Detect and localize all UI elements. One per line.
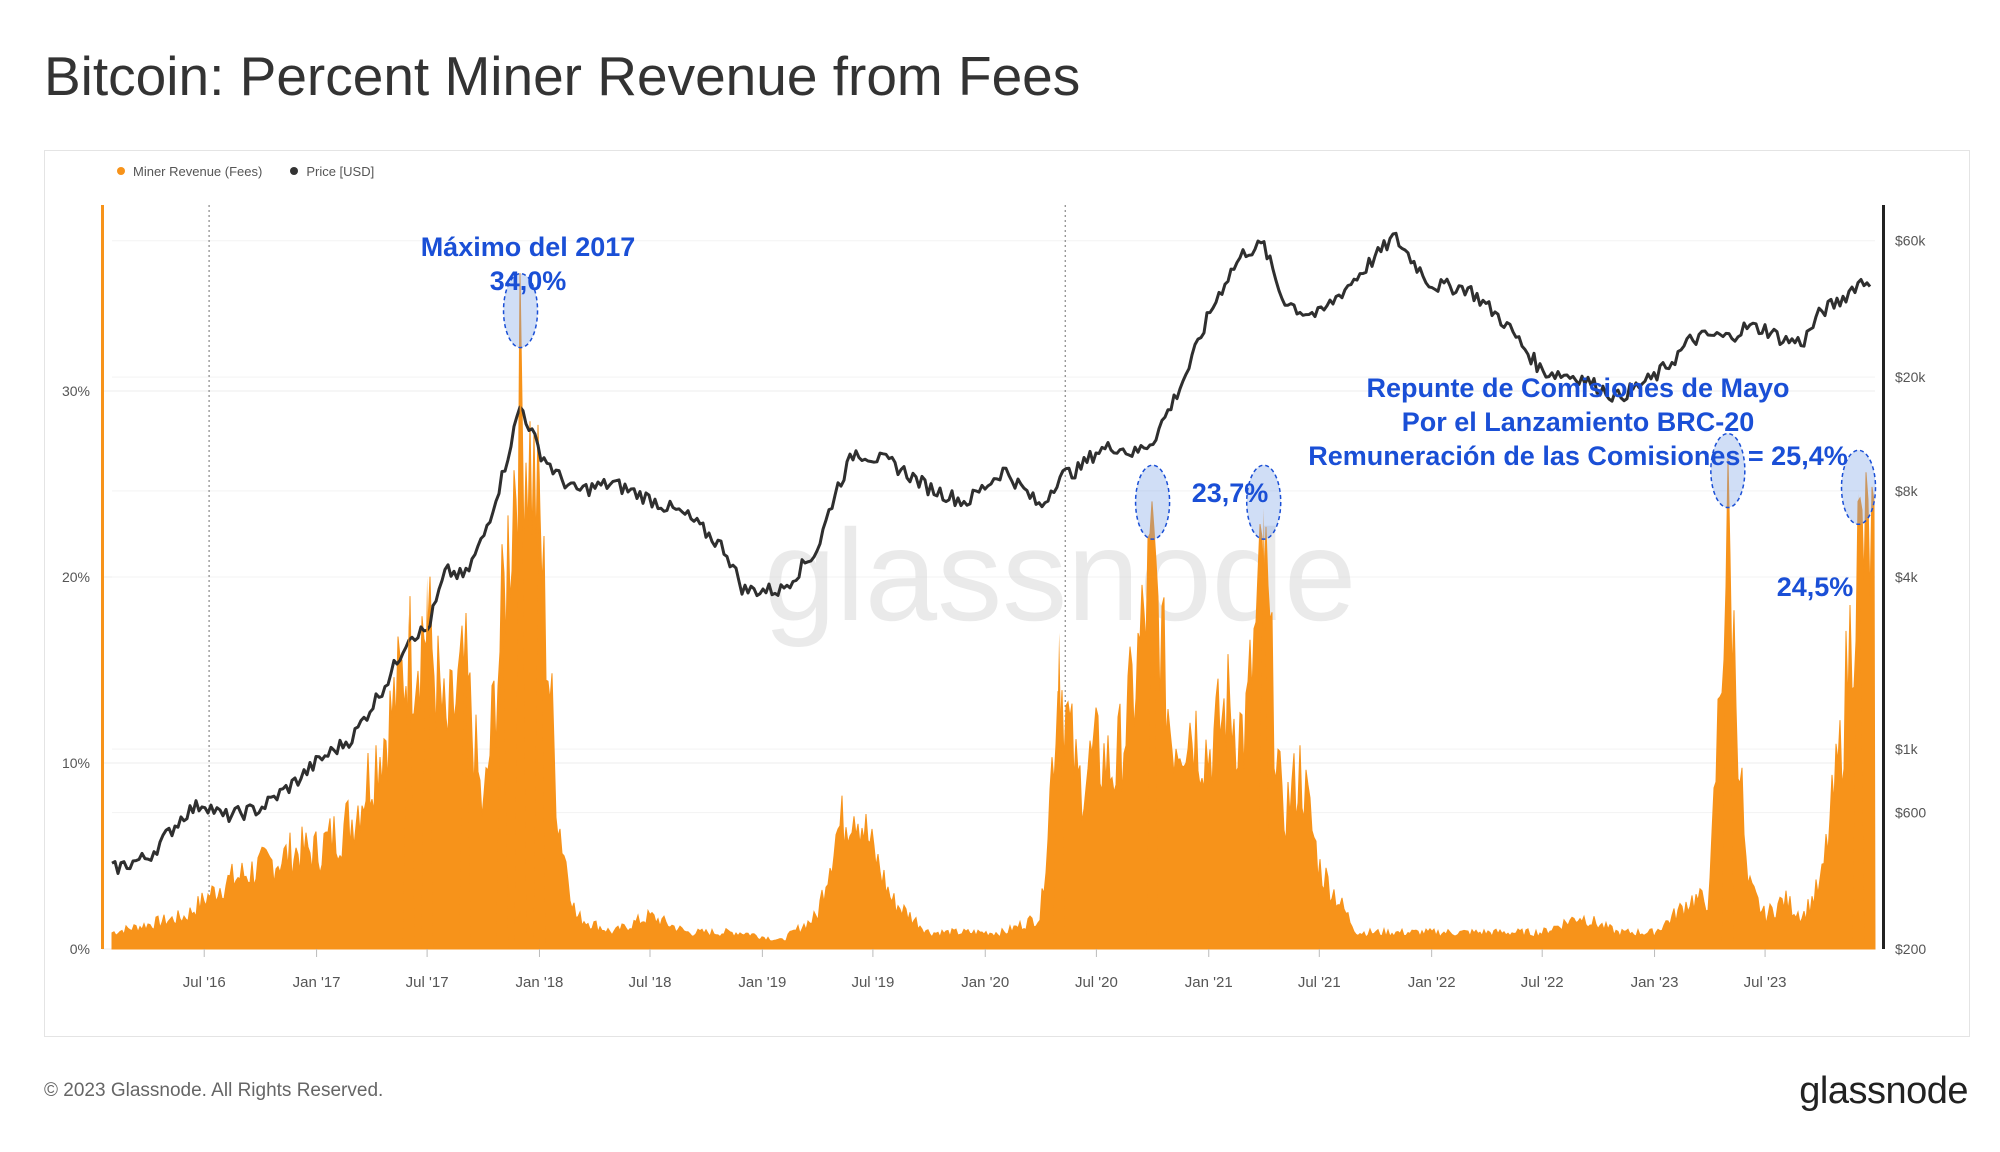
y-right-tick-label: $200	[1895, 941, 1926, 957]
x-tick-label: Jan '20	[961, 974, 1009, 991]
fee-spike	[1257, 508, 1270, 949]
glassnode-logo: glassnode	[1799, 1070, 1968, 1112]
y-right-tick-label: $60k	[1895, 233, 1926, 249]
x-tick-label: Jan '17	[293, 974, 341, 991]
fee-spike	[496, 577, 509, 949]
annotation-2021: 23,7%	[1192, 478, 1269, 508]
y-right-tick-label: $20k	[1895, 369, 1926, 385]
x-tick-label: Jul '17	[406, 974, 449, 991]
peak-highlight-ellipse	[1710, 432, 1746, 509]
fees-area-series	[111, 273, 1876, 950]
x-tick-label: Jan '21	[1185, 974, 1233, 991]
right-axis-line	[1882, 205, 1885, 949]
legend: Miner Revenue (Fees) Price [USD]	[117, 151, 374, 191]
annotation-2017-line2: 34,0%	[490, 266, 567, 296]
y-left-tick-label: 0%	[70, 941, 90, 957]
legend-dot-price	[290, 167, 299, 175]
fee-spike	[1852, 493, 1865, 949]
peak-highlight-ellipse	[1134, 464, 1171, 540]
annotation-brc20-line2: Por el Lanzamiento BRC-20	[1402, 407, 1755, 437]
legend-item-price[interactable]: Price [USD]	[290, 164, 374, 179]
y-right-tick-label: $600	[1895, 805, 1926, 821]
y-left-axis-ticks: 0% 10% 20% 30%	[62, 383, 90, 957]
price-line-series	[111, 231, 1872, 875]
x-tick-label: Jan '18	[516, 974, 564, 991]
legend-label-price: Price [USD]	[306, 163, 375, 179]
x-tick-label: Jul '22	[1521, 974, 1564, 991]
x-tick-label: Jul '16	[183, 974, 226, 991]
y-right-tick-label: $1k	[1895, 741, 1919, 757]
y-left-tick-label: 10%	[62, 755, 90, 771]
x-tick-label: Jan '23	[1631, 974, 1679, 991]
chart-title: Bitcoin: Percent Miner Revenue from Fees	[44, 45, 1081, 107]
y-right-axis-ticks: $200 $600 $1k $4k $8k $20k $60k	[1895, 233, 1926, 957]
x-tick-label: Jan '19	[738, 974, 786, 991]
peak-highlight-ellipse	[502, 272, 539, 349]
fee-spike	[514, 316, 527, 950]
x-tick-label: Jul '21	[1298, 974, 1341, 991]
x-tick-label: Jul '20	[1075, 974, 1118, 991]
peak-highlights	[402, 272, 1877, 950]
copyright-footer: © 2023 Glassnode. All Rights Reserved.	[44, 1080, 384, 1101]
left-axis-accent	[101, 205, 104, 949]
x-tick-label: Jul '18	[629, 974, 672, 991]
fee-spike	[458, 632, 471, 949]
x-tick-label: Jan '22	[1408, 974, 1456, 991]
y-right-tick-label: $8k	[1895, 483, 1919, 499]
y-right-tick-label: $4k	[1895, 569, 1919, 585]
peak-highlight-ellipse	[1245, 464, 1282, 540]
fee-spike	[402, 614, 415, 949]
x-axis-ticks: Jul '16 Jan '17 Jul '17 Jan '18 Jul '18 Jan '…	[183, 949, 1787, 991]
y-left-tick-label: 30%	[62, 383, 90, 399]
peak-highlight-ellipse	[1840, 449, 1877, 526]
fee-spike	[1053, 632, 1066, 949]
legend-item-fees[interactable]: Miner Revenue (Fees)	[117, 164, 262, 179]
fee-spike	[1146, 508, 1159, 949]
fee-spike	[533, 465, 546, 949]
legend-label-fees: Miner Revenue (Fees)	[133, 163, 263, 179]
annotation-2023-late: 24,5%	[1777, 572, 1854, 602]
annotation-2017-line1: Máximo del 2017	[421, 232, 636, 262]
fee-spike	[1721, 476, 1734, 949]
x-tick-label: Jul '23	[1744, 974, 1787, 991]
y-left-tick-label: 20%	[62, 569, 90, 585]
annotation-brc20-line1: Repunte de Comisiones de Mayo	[1366, 373, 1789, 403]
fee-spike	[421, 577, 434, 949]
x-tick-label: Jul '19	[851, 974, 894, 991]
legend-dot-fees	[117, 167, 125, 175]
annotation-brc20-line3: Remuneración de las Comisiones = 25,4%	[1308, 441, 1847, 471]
